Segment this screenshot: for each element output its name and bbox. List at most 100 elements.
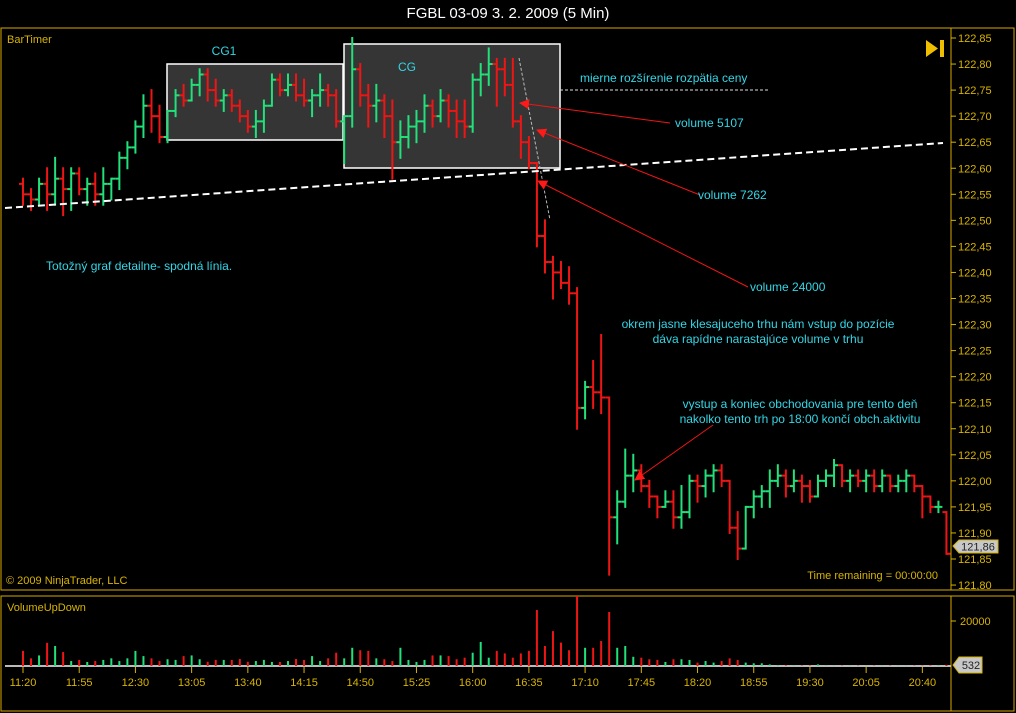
time-tick-label: 20:40 [909,677,937,689]
price-tick-label: 122,15 [958,398,992,410]
ohlc-bar [693,474,702,503]
arrow-volume-5107 [519,99,671,124]
time-tick-label: 19:30 [796,677,824,689]
ohlc-bar [203,68,212,102]
time-tick-label: 12:30 [122,677,150,689]
volume-24000-note: volume 24000 [750,280,826,294]
time-tick-label: 16:00 [459,677,487,689]
ohlc-bar [107,177,116,201]
ohlc-bar [412,109,421,144]
ohlc-bar [219,89,228,112]
time-axis: 11:20 11:55 12:30 13:05 13:40 14:15 14:50 15:25… [10,667,936,689]
slope-line[interactable] [518,57,551,221]
volume-tick-label: 20000 [960,616,991,628]
ohlc-bar [685,474,694,519]
ohlc-bar [701,469,710,498]
ohlc-bar [741,505,750,550]
price-tick-label: 122,45 [958,241,992,253]
ohlc-bar [813,474,822,498]
ohlc-bar [557,261,566,290]
ohlc-bar [500,57,509,97]
ohlc-bar [43,167,52,211]
price-tick-label: 122,85 [958,33,992,45]
ohlc-bar [846,469,855,493]
ohlc-bar [613,490,622,545]
time-remaining-label: Time remaining = 00:00:00 [807,570,938,582]
detail-note: Totožný graf detailne- spodná línia. [46,259,232,273]
ohlc-bar [797,474,806,503]
ohlc-bar [902,469,911,493]
ohlc-bar [548,255,557,300]
price-tick-label: 122,10 [958,424,992,436]
ohlc-bar [163,109,172,144]
support-trendline[interactable] [4,142,944,209]
ohlc-bar [396,120,405,159]
ohlc-bar [540,219,549,274]
ohlc-bar [910,474,919,493]
time-tick-label: 11:20 [10,677,37,689]
ohlc-bar [781,469,790,498]
svg-text:532: 532 [962,660,980,672]
bar-timer-label: BarTimer [7,34,52,46]
ohlc-bar [805,479,814,503]
price-tick-label: 122,25 [958,346,992,358]
entry-note-line1: okrem jasne klesajuceho trhu nám vstup d… [622,317,895,331]
volume-panel-label: VolumeUpDown [7,602,86,614]
volume-7262-note: volume 7262 [698,188,767,202]
ohlc-bar [886,474,895,493]
ohlc-bar [765,469,774,508]
ohlc-bar [532,162,541,248]
ohlc-bar [179,83,188,107]
play-icon[interactable] [926,40,944,57]
ohlc-bar [581,380,590,420]
entry-note-line2: dáva rapídne narastajúce volume v trhu [653,332,864,346]
ohlc-bar [492,57,501,107]
ohlc-bar [894,474,903,493]
spread-note: mierne rozšírenie rozpätia ceny [580,71,747,85]
ohlc-bar [356,63,365,107]
last-price-marker: 121,86 [952,539,999,554]
ohlc-bar [340,115,349,165]
ohlc-bar [292,73,301,102]
ohlc-bar [211,78,220,107]
ohlc-bar [227,89,236,112]
ohlc-bar [300,78,309,107]
price-tick-label: 122,50 [958,215,992,227]
ohlc-bar [789,469,798,493]
ohlc-bar [942,511,951,555]
ohlc-bar [243,109,252,133]
ohlc-bar [749,490,758,519]
ohlc-bar [621,448,630,508]
arrow-volume-7262 [536,128,701,196]
ohlc-bar [267,73,276,107]
exit-note-line1: vystup a koniec obchodovania pre tento d… [683,397,918,411]
ohlc-bar [460,99,469,138]
price-tick-label: 122,75 [958,85,992,97]
arrow-exit [634,424,714,481]
ohlc-bar [645,479,654,508]
window-title: FGBL 03-09 3. 2. 2009 (5 Min) [0,0,1016,28]
ohlc-bar [773,464,782,488]
copyright-label: © 2009 NinjaTrader, LLC [6,575,127,587]
ohlc-bar [854,469,863,488]
cg1-label: CG1 [212,44,237,58]
ohlc-bar [709,464,718,493]
ohlc-bar [516,115,525,159]
ohlc-bar [573,287,582,430]
price-tick-label: 122,70 [958,111,992,123]
exit-note-line2: nakolko tento trh po 18:00 končí obch.ak… [680,412,921,426]
ohlc-bar [653,495,662,519]
ohlc-bar [91,172,100,206]
price-tick-label: 122,05 [958,450,992,462]
ohlc-bar [332,89,341,128]
ohlc-bar [380,94,389,138]
price-tick-label: 122,00 [958,476,992,488]
ohlc-bar [436,89,445,123]
ohlc-bar [605,396,614,576]
ohlc-bar [420,94,429,133]
volume-bars: 20000 [5,596,991,667]
ohlc-bar [123,141,132,170]
price-tick-label: 121,95 [958,502,992,514]
price-tick-label: 122,40 [958,267,992,279]
